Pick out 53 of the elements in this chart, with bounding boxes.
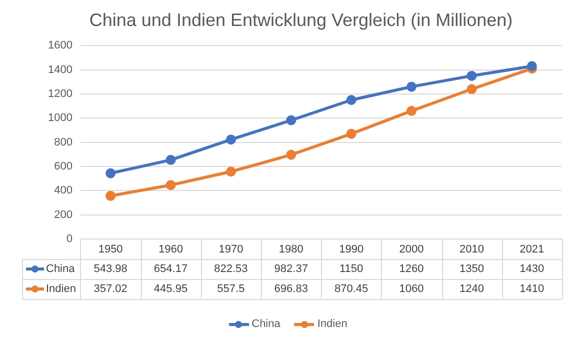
y-tick-label: 600 [54,160,72,173]
data-label: 1410 [520,283,544,296]
y-tick-label: 800 [54,136,72,148]
point [526,61,537,72]
legend-label: China [46,263,76,276]
x-tick-label: 1970 [218,244,244,256]
data-label: 822.53 [214,263,248,276]
data-label: 870.45 [334,283,368,296]
text: China [252,318,280,330]
y-tick-label: 1200 [48,88,72,100]
legend-label: Indien [46,283,76,296]
x-tick-label: 2010 [459,244,484,256]
data-label: 1350 [459,263,484,276]
point [106,190,116,201]
data-label: 1240 [459,283,484,296]
x-tick-label: 2021 [520,244,544,256]
y-tick-label: 1400 [48,64,72,76]
y-tick-label: 1000 [48,112,72,124]
data-label: 654.17 [154,263,188,276]
data-label: 982.37 [274,263,308,276]
point [346,128,356,139]
point [226,166,236,177]
chart-title: China und Indien Entwicklung Vergleich (in Millionen) [89,10,513,30]
point [286,115,296,126]
x-tick-label: 1950 [98,244,123,256]
point [406,82,417,92]
data-label: 1150 [340,263,364,276]
data-label: 557.5 [217,283,245,296]
x-tick-label: 2000 [399,244,424,256]
x-tick-label: 1980 [278,244,304,256]
point [406,106,417,116]
point [466,84,477,94]
point [166,154,176,165]
data-label: 543.98 [94,263,128,276]
point [106,168,116,178]
data-label: 445.95 [154,283,188,296]
data-label: 1260 [399,263,424,276]
point [286,150,296,160]
point [226,134,236,145]
y-tick-label: 1600 [48,40,72,52]
data-label: 1060 [399,283,424,296]
x-tick-label: 1990 [339,244,364,256]
y-tick-label: 200 [54,208,72,221]
point [346,94,356,105]
point [166,180,176,190]
text: Indien [317,318,348,330]
y-tick-label: 0 [66,233,72,246]
data-label: 357.02 [94,283,128,296]
point [466,70,477,81]
x-tick-label: 1960 [158,244,183,256]
y-tick-label: 400 [54,184,72,197]
data-label: 1430 [520,263,544,276]
data-label: 696.83 [274,283,308,296]
